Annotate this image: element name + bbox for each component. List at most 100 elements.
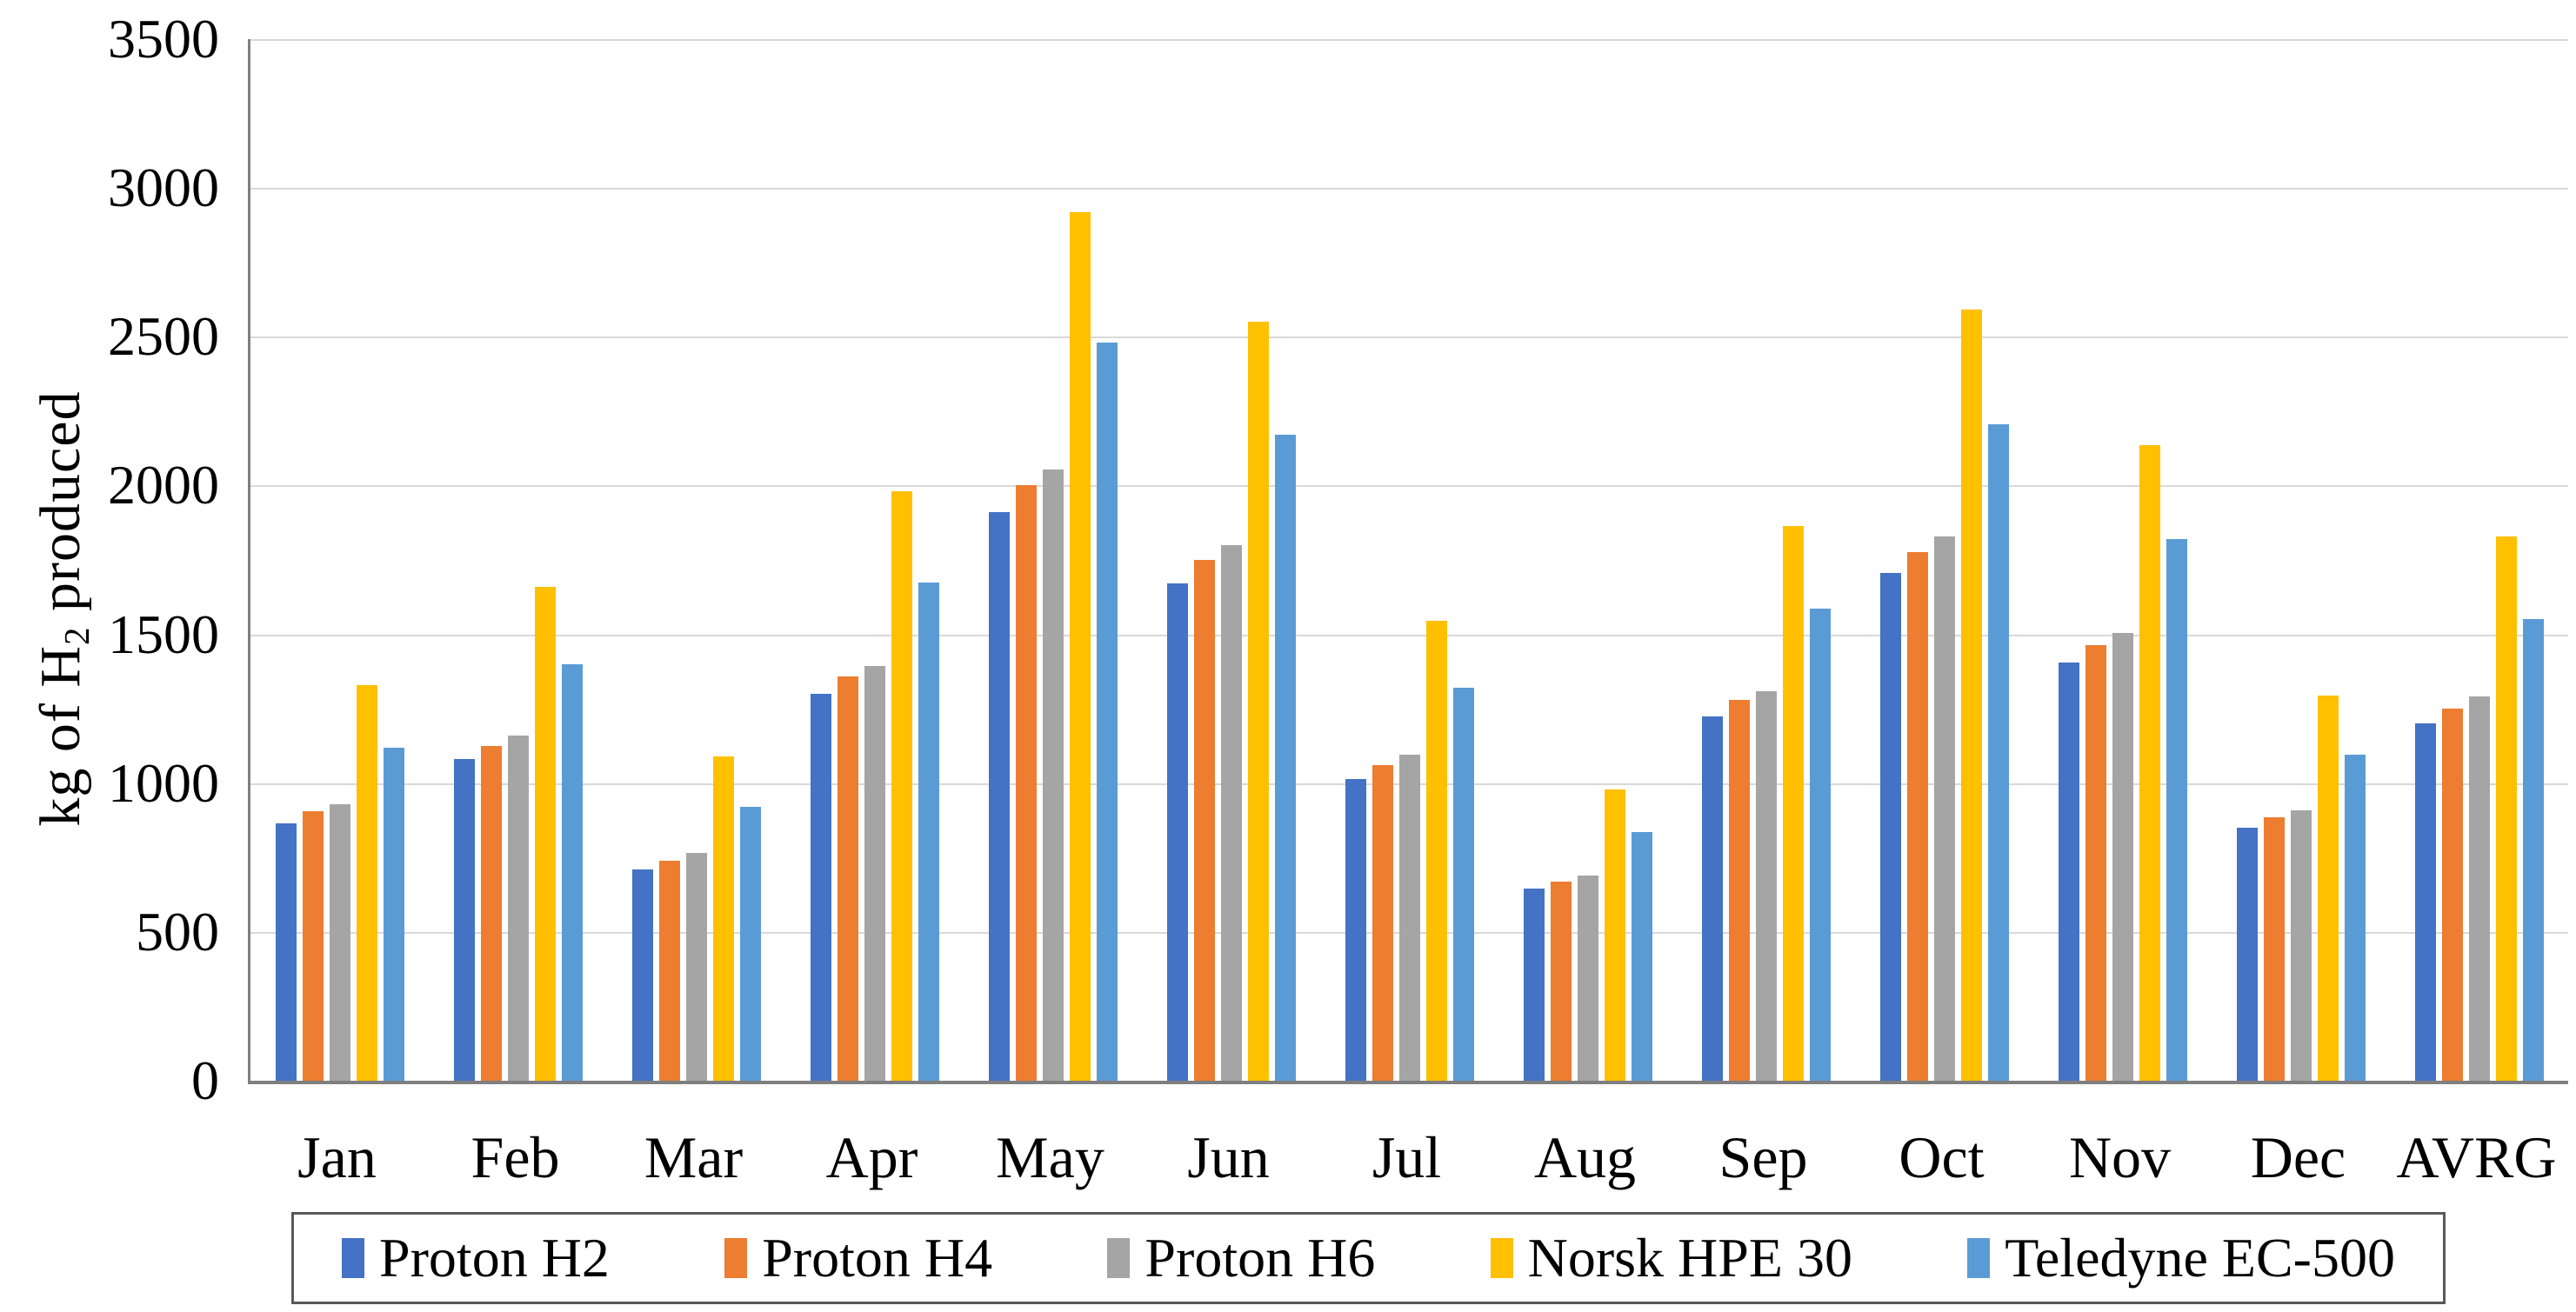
x-axis-label-oct: Oct <box>1899 1124 1985 1190</box>
x-axis-label-mar: Mar <box>644 1124 744 1190</box>
bar-norsk-hpe-30-nov <box>2139 445 2160 1081</box>
bar-proton-h4-feb <box>480 745 502 1081</box>
y-tick-label: 1500 <box>108 603 219 665</box>
bar-norsk-hpe-30-jun <box>1247 322 1269 1081</box>
x-axis-label-nov: Nov <box>2068 1124 2172 1190</box>
legend-label: Proton H2 <box>379 1227 610 1289</box>
x-axis-label-feb: Feb <box>470 1124 560 1190</box>
gridline-3500 <box>250 39 2568 41</box>
bar-teledyne-ec-500-sep <box>1809 609 1831 1081</box>
bar-norsk-hpe-30-jan <box>356 684 377 1081</box>
bar-group-jan <box>250 39 429 1081</box>
bar-proton-h6-avrg <box>2468 696 2490 1081</box>
bar-norsk-hpe-30-feb <box>534 586 556 1081</box>
bar-group-aug <box>1498 39 1677 1081</box>
bar-norsk-hpe-30-dec <box>2317 695 2339 1081</box>
legend-item-norsk-hpe-30: Norsk HPE 30 <box>1490 1226 1852 1290</box>
legend-item-proton-h4: Proton H4 <box>724 1226 992 1290</box>
legend-swatch-icon <box>1490 1238 1513 1278</box>
bar-teledyne-ec-500-jan <box>383 747 404 1081</box>
bar-proton-h6-sep <box>1755 690 1777 1081</box>
y-tick-label: 1000 <box>108 751 219 814</box>
y-axis-tick-labels: 3500 3000 2500 2000 1500 1000 500 0 <box>0 8 219 1111</box>
bar-group-mar <box>607 39 785 1081</box>
bar-group-avrg <box>2390 39 2568 1081</box>
bar-proton-h6-jan <box>329 803 350 1081</box>
bar-teledyne-ec-500-jul <box>1452 688 1474 1081</box>
legend: Proton H2 Proton H4 Proton H6 Norsk HPE 30 T… <box>291 1212 2446 1304</box>
bar-proton-h6-mar <box>685 853 707 1081</box>
bar-proton-h6-aug <box>1577 875 1598 1081</box>
x-axis-labels: Jan Feb Mar Apr May Jun Jul Aug Sep Oct Nov Dec AVRG <box>248 1123 2566 1192</box>
bar-teledyne-ec-500-jun <box>1274 435 1296 1081</box>
gridline-3000 <box>250 188 2568 190</box>
bar-norsk-hpe-30-mar <box>712 756 734 1081</box>
legend-swatch-icon <box>1107 1238 1131 1278</box>
bar-norsk-hpe-30-oct <box>1960 310 1982 1081</box>
x-axis-label-may: May <box>996 1124 1104 1190</box>
x-axis-label-jun: Jun <box>1187 1124 1270 1190</box>
bar-teledyne-ec-500-aug <box>1631 832 1652 1081</box>
legend-label: Norsk HPE 30 <box>1527 1227 1852 1289</box>
bar-proton-h4-avrg <box>2441 709 2463 1081</box>
bar-norsk-hpe-30-aug <box>1604 789 1625 1081</box>
bar-proton-h6-nov <box>2112 632 2133 1081</box>
x-axis-label-avrg: AVRG <box>2396 1124 2557 1190</box>
y-tick-label: 2000 <box>108 454 219 516</box>
x-axis-label-aug: Aug <box>1533 1124 1637 1190</box>
bar-norsk-hpe-30-sep <box>1782 525 1804 1081</box>
gridline-2000 <box>250 485 2568 488</box>
x-axis-label-jul: Jul <box>1371 1124 1442 1190</box>
bar-proton-h2-dec <box>2236 828 2258 1081</box>
y-tick-label: 0 <box>191 1049 219 1111</box>
bar-teledyne-ec-500-nov <box>2166 539 2187 1081</box>
bar-proton-h2-mar <box>631 869 653 1081</box>
bar-proton-h4-jun <box>1193 560 1215 1081</box>
bar-groups <box>250 39 2568 1081</box>
legend-item-teledyne-ec-500: Teledyne EC-500 <box>1967 1226 2395 1290</box>
bar-group-sep <box>1677 39 1855 1081</box>
bar-proton-h4-mar <box>658 860 680 1081</box>
bar-proton-h2-aug <box>1523 889 1545 1081</box>
bar-proton-h2-jun <box>1166 583 1188 1081</box>
bar-teledyne-ec-500-avrg <box>2522 619 2544 1081</box>
legend-swatch-icon <box>724 1238 748 1278</box>
bar-group-may <box>964 39 1142 1081</box>
bar-proton-h2-jan <box>275 822 297 1081</box>
y-tick-label: 3000 <box>108 157 219 219</box>
bar-proton-h2-nov <box>2058 663 2079 1081</box>
bar-teledyne-ec-500-dec <box>2344 755 2366 1081</box>
y-tick-label: 500 <box>136 900 219 962</box>
bar-norsk-hpe-30-avrg <box>2495 536 2517 1081</box>
bar-proton-h2-jul <box>1345 778 1366 1081</box>
bar-proton-h6-jul <box>1398 755 1420 1081</box>
bar-proton-h2-avrg <box>2414 723 2436 1081</box>
bar-group-apr <box>785 39 964 1081</box>
bar-proton-h2-may <box>988 512 1010 1081</box>
bar-proton-h4-nov <box>2085 644 2106 1081</box>
bar-norsk-hpe-30-jul <box>1425 621 1447 1081</box>
bar-proton-h4-aug <box>1550 881 1572 1081</box>
bar-group-oct <box>1855 39 2033 1081</box>
bar-proton-h4-oct <box>1906 552 1928 1081</box>
bar-teledyne-ec-500-apr <box>918 582 939 1081</box>
bar-group-jun <box>1142 39 1320 1081</box>
bar-teledyne-ec-500-feb <box>561 663 583 1081</box>
bar-proton-h2-apr <box>810 694 831 1081</box>
bar-norsk-hpe-30-apr <box>891 491 912 1081</box>
bar-proton-h6-oct <box>1933 536 1955 1081</box>
bar-proton-h6-apr <box>864 665 885 1081</box>
bar-proton-h6-may <box>1042 469 1064 1081</box>
bar-proton-h4-jul <box>1371 765 1393 1081</box>
bar-group-jul <box>1320 39 1498 1081</box>
legend-label: Teledyne EC-500 <box>2005 1227 2395 1289</box>
y-tick-label: 2500 <box>108 305 219 368</box>
bar-proton-h2-sep <box>1701 716 1723 1081</box>
x-axis-label-apr: Apr <box>825 1124 918 1190</box>
y-tick-label: 3500 <box>108 8 219 70</box>
legend-label: Proton H4 <box>762 1227 993 1289</box>
gridline-1500 <box>250 634 2568 636</box>
bar-proton-h4-dec <box>2263 817 2285 1081</box>
bar-proton-h6-dec <box>2290 809 2312 1081</box>
